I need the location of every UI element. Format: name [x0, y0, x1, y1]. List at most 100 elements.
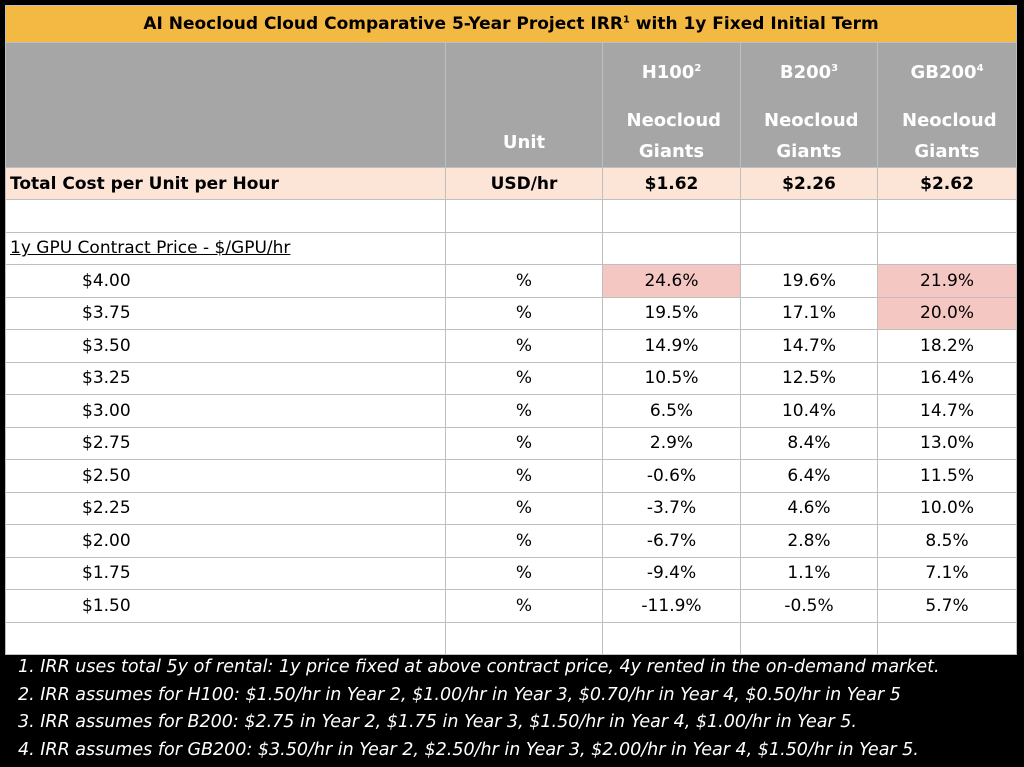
cell: % [445, 329, 603, 363]
cell: % [445, 524, 603, 558]
cell: % [445, 459, 603, 493]
cell: -6.7% [602, 524, 741, 558]
cell: 10.4% [740, 394, 878, 428]
cell: 24.6% [602, 264, 741, 298]
data-row: $2.00% -6.7% 2.8% 8.5% [5, 524, 1018, 558]
cell: -11.9% [602, 589, 741, 623]
data-row: $4.00% 24.6% 19.6% 21.9% [5, 264, 1018, 298]
cell [445, 199, 603, 233]
cell [876, 621, 1018, 655]
cell: -9.4% [602, 556, 741, 590]
cell: 8.5% [876, 524, 1018, 558]
column-header: GB2004 [879, 62, 1016, 83]
cell: 6.5% [602, 394, 741, 428]
cell: 6.4% [740, 459, 878, 493]
cell: 17.1% [740, 296, 878, 330]
column-sup: 3 [831, 63, 839, 74]
cell: $3.25 [5, 361, 446, 395]
cell: % [445, 394, 603, 428]
footnote: 3. IRR assumes for B200: $2.75 in Year 2… [18, 712, 857, 732]
cell [602, 621, 741, 655]
cell: 2.8% [740, 524, 878, 558]
total-row: Total Cost per Unit per Hour USD/hr $1.62 $… [5, 167, 1018, 200]
data-row: $3.25% 10.5% 12.5% 16.4% [5, 361, 1018, 395]
column-sup: 4 [976, 63, 984, 74]
cell: $3.50 [5, 329, 446, 363]
cell: 16.4% [876, 361, 1018, 395]
cell: 13.0% [876, 426, 1018, 460]
title-row: AI Neocloud Cloud Comparative 5-Year Pro… [4, 5, 1018, 43]
title: AI Neocloud Cloud Comparative 5-Year Pro… [143, 14, 623, 34]
cell: $2.26 [740, 167, 878, 200]
cell: % [445, 296, 603, 330]
cell: 21.9% [876, 264, 1018, 298]
cell: 5.7% [876, 589, 1018, 623]
cell: $2.50 [5, 459, 446, 493]
cell [602, 231, 741, 265]
irr-table: AI Neocloud Cloud Comparative 5-Year Pro… [4, 5, 1018, 655]
data-row: $3.75% 19.5% 17.1% 20.0% [5, 296, 1018, 330]
blank-row [5, 621, 1018, 655]
cell: $3.00 [5, 394, 446, 428]
footnotes: 1. IRR uses total 5y of rental: 1y price… [18, 654, 940, 764]
footnote: 2. IRR assumes for H100: $1.50/hr in Yea… [18, 684, 901, 705]
header-cell: GB2004 Neocloud Giants [876, 42, 1018, 168]
cell: 10.0% [876, 491, 1018, 525]
cell [876, 231, 1018, 265]
cell: 8.4% [740, 426, 878, 460]
cell: 2.9% [602, 426, 741, 460]
cell: 10.5% [602, 361, 741, 395]
header-cell: Unit [445, 42, 603, 168]
header-cell: B2003 Neocloud Giants [740, 42, 878, 168]
footnote: 4. IRR assumes for GB200: $3.50/hr in Ye… [18, 739, 919, 760]
section-label: 1y GPU Contract Price - $/GPU/hr [10, 238, 291, 259]
cell [740, 621, 878, 655]
cell [740, 231, 878, 265]
column-name: H100 [641, 62, 695, 83]
cell: 18.2% [876, 329, 1018, 363]
cell: -3.7% [602, 491, 741, 525]
cell: 1.1% [740, 556, 878, 590]
column-subheader: Neocloud Giants [902, 110, 997, 162]
cell: 7.1% [876, 556, 1018, 590]
blank-row [5, 199, 1018, 233]
cell: $1.75 [5, 556, 446, 590]
data-row: $1.75% -9.4% 1.1% 7.1% [5, 556, 1018, 590]
title-cell: AI Neocloud Cloud Comparative 5-Year Pro… [4, 5, 1018, 43]
column-name: B200 [779, 62, 832, 83]
data-row: $2.75% 2.9% 8.4% 13.0% [5, 426, 1018, 460]
cell: USD/hr [445, 167, 603, 200]
cell: 19.5% [602, 296, 741, 330]
cell: 20.0% [876, 296, 1018, 330]
cell: % [445, 264, 603, 298]
cell: $2.62 [876, 167, 1018, 200]
cell: % [445, 556, 603, 590]
header-row: Unit H1002 Neocloud Giants B2003 Neocloud G… [5, 42, 1018, 168]
data-row: $3.00% 6.5% 10.4% 14.7% [5, 394, 1018, 428]
cell: $2.00 [5, 524, 446, 558]
section-row: 1y GPU Contract Price - $/GPU/hr [5, 231, 1018, 265]
cell [876, 199, 1018, 233]
cell: 12.5% [740, 361, 878, 395]
cell: $2.75 [5, 426, 446, 460]
cell: $1.50 [5, 589, 446, 623]
data-row: $1.50% -11.9% -0.5% 5.7% [5, 589, 1018, 623]
cell: 1y GPU Contract Price - $/GPU/hr [5, 231, 446, 265]
cell: 4.6% [740, 491, 878, 525]
cell: % [445, 491, 603, 525]
header-cell [5, 42, 446, 168]
cell: % [445, 361, 603, 395]
cell: 14.9% [602, 329, 741, 363]
cell [445, 231, 603, 265]
header-cell: H1002 Neocloud Giants [602, 42, 741, 168]
cell [5, 199, 446, 233]
cell: 14.7% [876, 394, 1018, 428]
cell: $4.00 [5, 264, 446, 298]
title-rest: with 1y Fixed Initial Term [629, 14, 879, 34]
column-name: GB200 [910, 62, 977, 83]
column-subheader: Neocloud Giants [626, 110, 722, 162]
cell: $1.62 [602, 167, 741, 200]
cell: 11.5% [876, 459, 1018, 493]
cell: 19.6% [740, 264, 878, 298]
